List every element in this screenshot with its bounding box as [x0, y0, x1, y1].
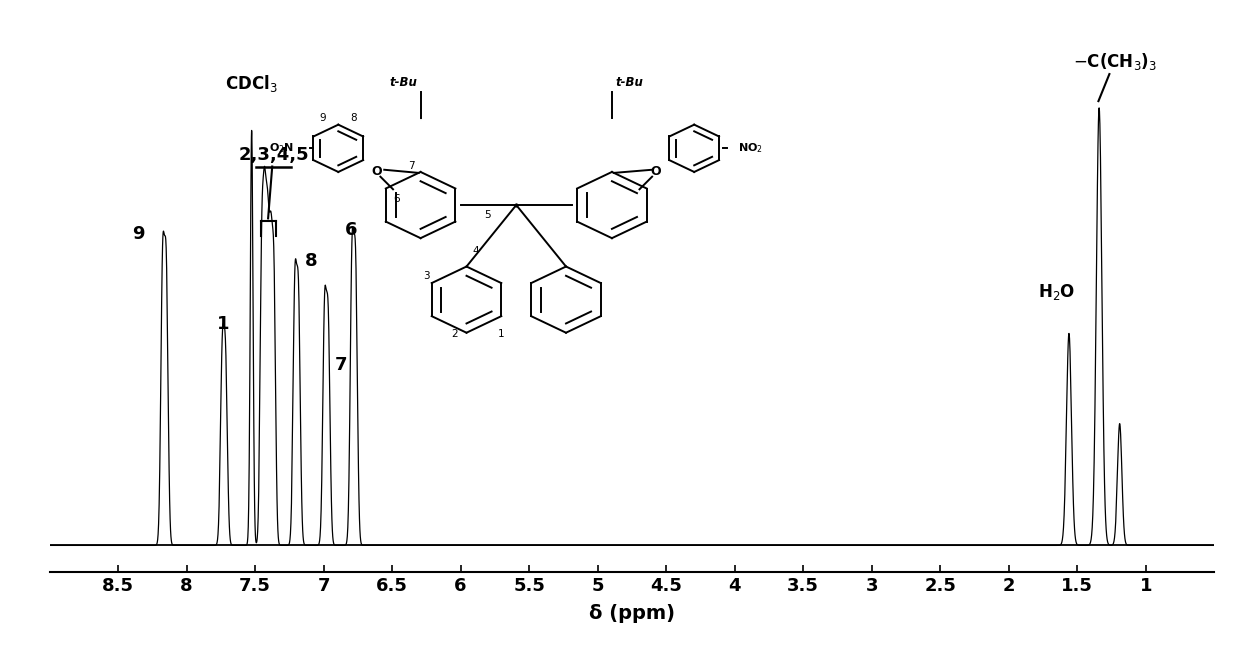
X-axis label: δ (ppm): δ (ppm)	[589, 603, 675, 622]
Text: 8: 8	[305, 252, 317, 270]
Text: H$_2$O: H$_2$O	[1038, 282, 1075, 302]
Text: $-$C(CH$_3$)$_3$: $-$C(CH$_3$)$_3$	[1073, 51, 1157, 72]
Text: 6: 6	[344, 220, 357, 239]
Text: 1: 1	[217, 315, 229, 334]
Text: 7: 7	[335, 356, 347, 374]
Text: 2,3,4,5: 2,3,4,5	[238, 146, 309, 164]
Text: 9: 9	[133, 225, 145, 243]
Text: CDCl$_3$: CDCl$_3$	[225, 73, 278, 94]
